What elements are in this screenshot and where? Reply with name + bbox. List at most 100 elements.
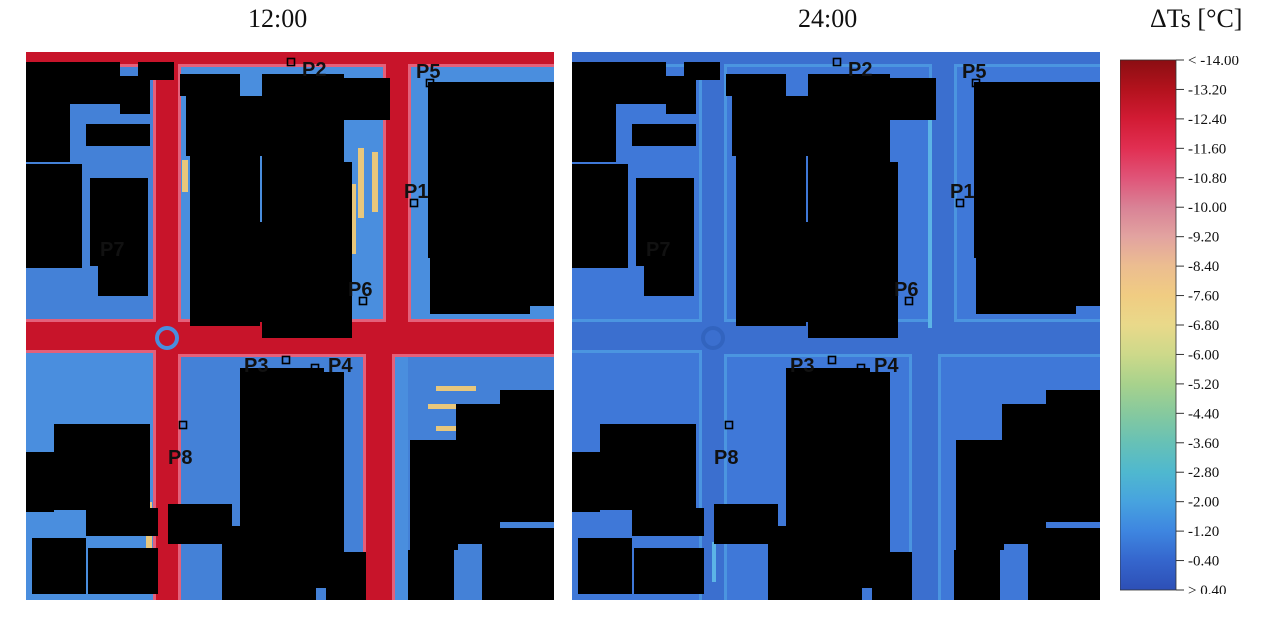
colorbar-tick-label: -1.20 (1188, 524, 1219, 540)
building (262, 74, 344, 164)
building (90, 178, 148, 266)
colorbar-tick-label: -13.20 (1188, 82, 1227, 98)
street (174, 322, 554, 354)
colorbar-tick-label: -3.60 (1188, 436, 1219, 452)
roundabout (155, 326, 179, 350)
point-label-p7: P7 (646, 239, 670, 261)
measurement-point-p4 (856, 363, 866, 373)
measurement-point-p5 (425, 78, 435, 88)
point-label-p1: P1 (404, 181, 428, 203)
measurement-point-p1 (409, 198, 419, 208)
measurement-point-p3 (827, 355, 837, 365)
building (732, 96, 808, 156)
building (808, 162, 898, 338)
point-label-p8: P8 (714, 447, 738, 469)
hot-surface (182, 160, 188, 192)
building (572, 62, 616, 162)
building (180, 74, 240, 96)
point-label-p2: P2 (302, 59, 326, 81)
measurement-point-p6 (358, 296, 368, 306)
colorbar-tick-label: -11.60 (1188, 141, 1226, 157)
building (634, 548, 704, 594)
measurement-point-p7 (683, 237, 693, 247)
building (26, 62, 70, 162)
map-title-midnight: 24:00 (798, 4, 858, 33)
street (720, 322, 1100, 354)
street (932, 64, 954, 324)
building (726, 74, 786, 96)
measurement-point-p2 (832, 57, 842, 67)
building (890, 78, 936, 120)
colorbar-tick-label: -5.20 (1188, 377, 1219, 393)
hot-surface (350, 184, 356, 254)
building (572, 452, 600, 512)
hot-surface (358, 148, 364, 218)
point-label-p3: P3 (790, 355, 814, 377)
building (636, 178, 694, 266)
building (714, 504, 778, 544)
building (632, 508, 704, 536)
colorbar-tick-label: < -14.00 (1188, 56, 1239, 69)
building (344, 78, 390, 120)
building (954, 550, 1000, 600)
building (410, 440, 458, 550)
colorbar-tick-label: -10.80 (1188, 171, 1227, 187)
colorbar-tick-label: > 0.40 (1188, 583, 1226, 594)
building (684, 62, 720, 80)
colorbar-tick-label: -7.60 (1188, 289, 1219, 305)
building (70, 62, 120, 104)
colorbar-gradient (1119, 59, 1177, 591)
point-label-p7: P7 (100, 239, 124, 261)
building (32, 538, 86, 594)
street (366, 352, 392, 600)
measurement-point-p8 (178, 420, 188, 430)
building (578, 538, 632, 594)
building (408, 550, 454, 600)
measurement-point-p3 (281, 355, 291, 365)
building (1046, 390, 1100, 522)
building (500, 390, 554, 522)
building (644, 264, 694, 296)
building (456, 404, 500, 544)
building (98, 264, 148, 296)
roundabout (701, 326, 725, 350)
street (26, 322, 174, 350)
building (226, 222, 266, 322)
colorbar-tick-label: -6.00 (1188, 347, 1219, 363)
building (772, 222, 812, 322)
street (572, 322, 720, 350)
point-label-p4: P4 (874, 355, 899, 377)
hot-surface (372, 152, 378, 212)
building (808, 74, 890, 164)
measurement-point-p4 (310, 363, 320, 373)
colorbar-tick-label: -6.80 (1188, 318, 1219, 334)
building (1002, 404, 1046, 544)
measurement-point-p2 (286, 57, 296, 67)
measurement-point-p8 (724, 420, 734, 430)
colorbar-tick-label: -12.40 (1188, 112, 1227, 128)
building (326, 552, 366, 600)
building (616, 62, 666, 104)
point-label-p1: P1 (950, 181, 974, 203)
building (872, 552, 912, 600)
measurement-point-p6 (904, 296, 914, 306)
building (666, 76, 696, 114)
street (912, 352, 938, 600)
hot-surface (428, 404, 468, 409)
building (632, 124, 696, 146)
building (54, 424, 150, 510)
building (498, 258, 554, 306)
point-label-p6: P6 (348, 279, 372, 301)
temperature-map-midnight: P2 P5 P1 P7 P6 P3 P4 P8 (572, 52, 1100, 600)
building (138, 62, 174, 80)
point-label-p5: P5 (416, 61, 440, 83)
cool-edge (928, 78, 932, 328)
building (120, 76, 150, 114)
building (956, 440, 1004, 550)
building (1028, 528, 1100, 600)
colorbar-tick-label: -4.40 (1188, 406, 1219, 422)
temperature-map-noon: P2 P5 P1 P7 P6 P3 P4 P8 (26, 52, 554, 600)
building (1044, 258, 1100, 306)
building (26, 164, 82, 268)
colorbar-tick-label: -2.80 (1188, 465, 1219, 481)
